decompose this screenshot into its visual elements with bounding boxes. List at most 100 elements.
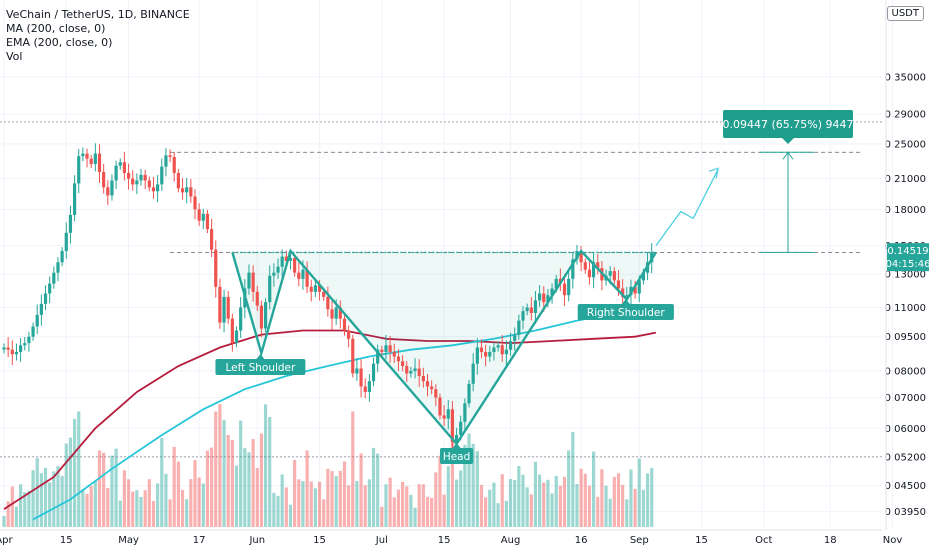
volume-bar <box>484 497 488 527</box>
volume-bar <box>355 480 359 527</box>
candle <box>126 163 131 190</box>
volume-bar <box>135 490 139 527</box>
volume-bar <box>193 460 197 527</box>
candle <box>467 379 471 408</box>
volume-bar <box>571 431 575 527</box>
candle-body <box>52 272 56 284</box>
candle-body <box>176 172 180 189</box>
candle <box>102 163 106 194</box>
candle-body <box>43 293 48 304</box>
candle <box>488 345 492 362</box>
candle <box>371 357 376 387</box>
volume-bar <box>446 466 450 527</box>
volume-bar <box>351 411 355 527</box>
volume-bar <box>338 470 342 527</box>
candle-body <box>251 272 255 292</box>
candle-body <box>625 295 629 297</box>
volume-bar <box>210 447 214 527</box>
legend-ema[interactable]: EMA (200, close, 0) <box>6 36 113 49</box>
candle-body <box>400 361 405 367</box>
candle <box>550 283 554 304</box>
candle-body <box>367 381 371 392</box>
currency-button[interactable]: USDT <box>886 6 924 21</box>
candle-body <box>48 283 52 294</box>
candle <box>10 340 14 366</box>
right-shoulder-label-pointer <box>621 299 630 304</box>
candle <box>52 266 56 289</box>
candle-body <box>616 280 621 289</box>
pattern-area <box>232 251 656 444</box>
candle-body <box>371 363 376 382</box>
volume-bar <box>301 481 305 527</box>
candle <box>48 276 52 304</box>
candle-body <box>330 309 334 319</box>
candle-body <box>463 403 467 422</box>
volume-bar <box>625 499 629 527</box>
volume-bar <box>126 479 131 527</box>
candle-body <box>471 363 475 384</box>
volume-bar <box>454 479 459 527</box>
candle-body <box>14 351 19 355</box>
volume-bar <box>97 450 102 527</box>
volume-bar <box>143 490 147 527</box>
volume-bar <box>85 493 89 527</box>
candle-body <box>322 291 326 297</box>
volume-bar <box>392 497 396 527</box>
candle <box>293 254 297 277</box>
x-tick-label: Apr <box>0 535 14 546</box>
volume-bar <box>380 506 384 527</box>
candle-body <box>338 307 342 319</box>
candle <box>355 358 359 381</box>
candle <box>168 149 172 163</box>
legend-ma[interactable]: MA (200, close, 0) <box>6 22 106 35</box>
candle <box>93 143 97 172</box>
volume-bar <box>251 439 255 527</box>
candle-body <box>355 368 359 374</box>
y-tick-label: 0.11000 <box>885 303 926 314</box>
volume-bar <box>367 479 371 527</box>
candle-body <box>538 293 542 301</box>
candle-body <box>425 381 430 387</box>
candle-body <box>442 415 446 419</box>
volume-bar <box>23 492 27 527</box>
candle-body <box>434 389 438 398</box>
x-tick-label: Aug <box>501 535 521 546</box>
x-tick-label: 15 <box>60 535 73 546</box>
volume-bar <box>255 467 259 527</box>
right-shoulder-label-box <box>577 304 674 320</box>
candle-body <box>596 262 600 269</box>
volume-bar <box>583 473 587 527</box>
candle-body <box>106 187 110 196</box>
candle-body <box>546 295 550 303</box>
candle <box>479 339 484 359</box>
candle <box>85 148 89 168</box>
volume-bar <box>633 488 637 527</box>
measure-arrowhead <box>782 151 794 160</box>
candle-body <box>160 166 164 185</box>
candle <box>380 345 384 356</box>
volume-bar <box>106 487 110 527</box>
projection-path <box>655 169 719 247</box>
candle-body <box>234 330 239 344</box>
candle-body <box>641 272 646 281</box>
legend-vol[interactable]: Vol <box>6 50 23 63</box>
candle <box>122 151 127 181</box>
candle-body <box>405 366 409 374</box>
target-label-pointer <box>782 138 794 144</box>
candle-body <box>500 345 504 355</box>
candle-body <box>587 269 592 278</box>
volume-bar <box>293 460 297 527</box>
candle <box>384 334 388 360</box>
volume-bar <box>538 474 542 527</box>
volume-bar <box>430 497 434 527</box>
volume-bar <box>317 481 322 527</box>
candle <box>19 338 23 362</box>
candle <box>151 176 156 199</box>
volume-bar <box>612 476 616 527</box>
volume-bar <box>600 469 604 527</box>
candle-body <box>459 421 463 436</box>
candle <box>338 300 342 329</box>
candle <box>500 334 504 362</box>
